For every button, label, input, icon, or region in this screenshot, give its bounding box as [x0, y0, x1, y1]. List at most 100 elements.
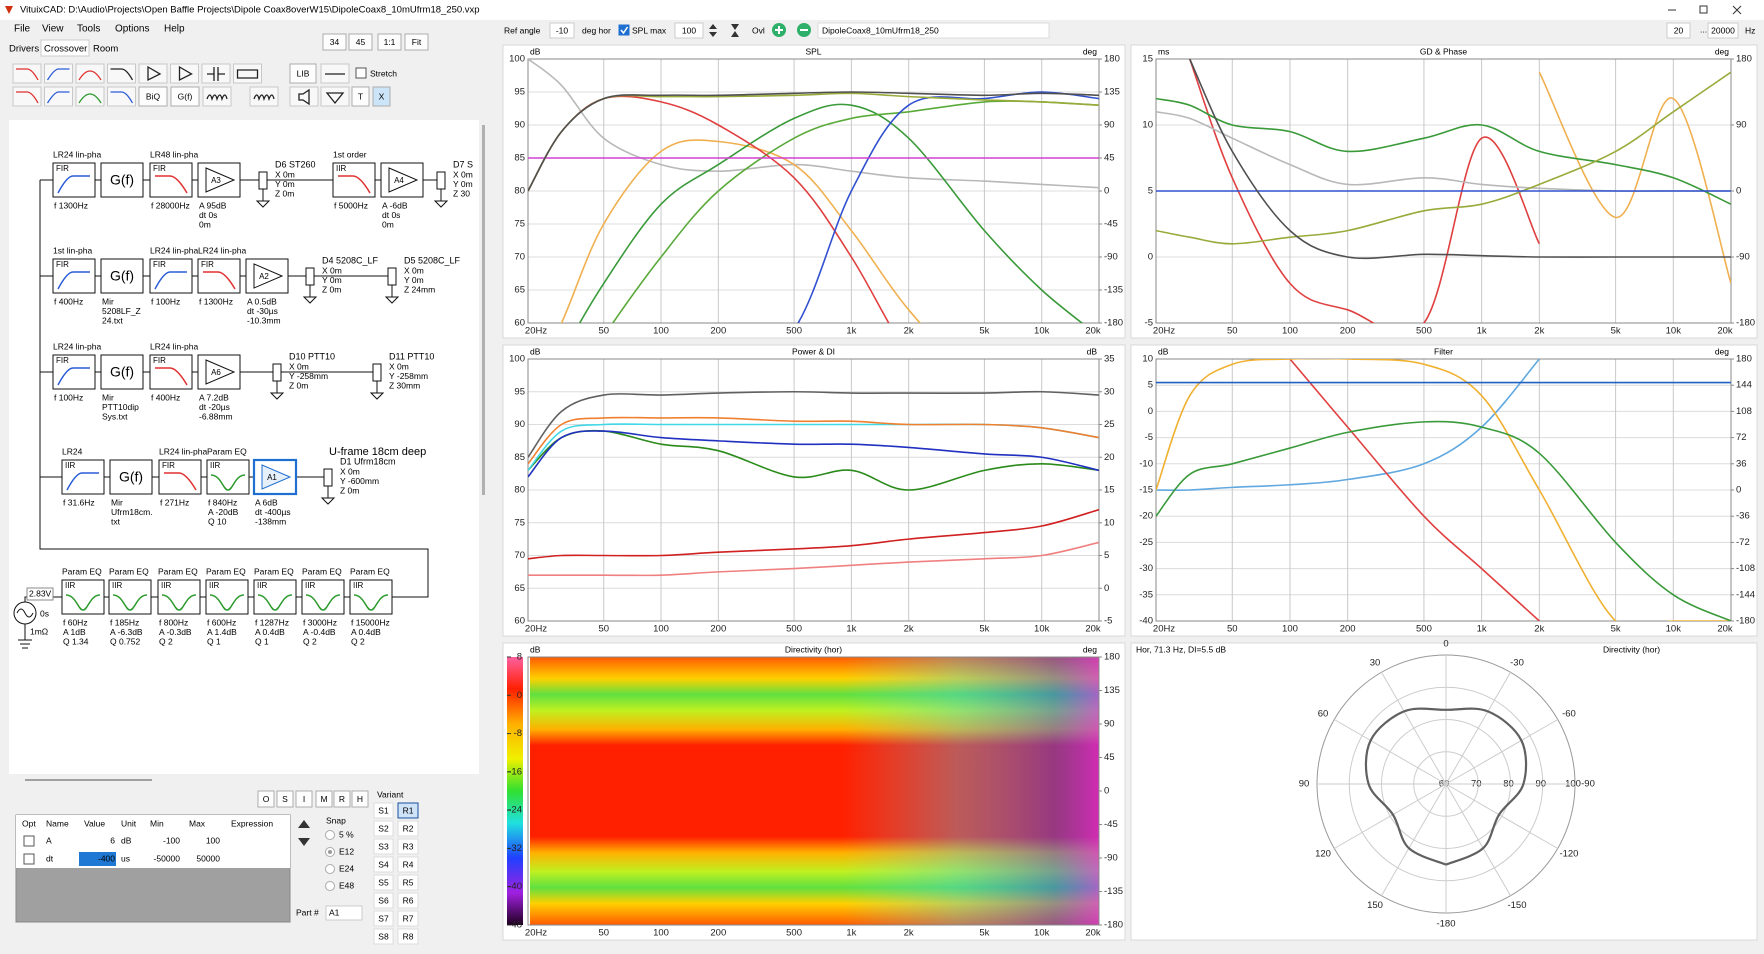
tool-button[interactable]: [320, 86, 350, 107]
tool-button[interactable]: [202, 86, 232, 107]
block[interactable]: [197, 258, 241, 294]
tool-button[interactable]: [289, 86, 319, 107]
block[interactable]: [206, 459, 250, 495]
tool-button[interactable]: [75, 63, 105, 84]
stretch-checkbox[interactable]: [355, 67, 367, 79]
block[interactable]: [332, 162, 376, 198]
block[interactable]: [149, 354, 193, 390]
block[interactable]: [100, 354, 144, 390]
block[interactable]: [349, 579, 393, 615]
t-button[interactable]: [351, 86, 370, 107]
block[interactable]: [149, 162, 193, 198]
param-button[interactable]: [333, 790, 351, 808]
variant-r[interactable]: [397, 910, 419, 927]
biq-button[interactable]: [138, 86, 168, 107]
x-button[interactable]: [372, 86, 391, 107]
block[interactable]: [158, 459, 202, 495]
close[interactable]: [1732, 5, 1742, 15]
restore[interactable]: [1699, 5, 1708, 14]
tool-button[interactable]: [201, 63, 231, 84]
param-button[interactable]: [276, 790, 294, 808]
menu-item[interactable]: View: [42, 24, 64, 35]
menu-item[interactable]: Options: [115, 24, 149, 35]
move-buttons[interactable]: [298, 820, 310, 846]
menu-item[interactable]: File: [14, 24, 31, 35]
tool-button[interactable]: [107, 86, 136, 107]
variant-r[interactable]: [397, 820, 419, 837]
window-controls[interactable]: [1668, 5, 1742, 15]
overlay-file[interactable]: [817, 22, 1050, 39]
variant-s[interactable]: [373, 874, 394, 891]
block[interactable]: [61, 459, 105, 495]
block[interactable]: [205, 579, 249, 615]
param-button[interactable]: [295, 790, 313, 808]
variant-s[interactable]: [373, 838, 394, 855]
tool-button[interactable]: [75, 86, 105, 107]
block[interactable]: [100, 258, 144, 294]
tool-button[interactable]: [249, 86, 279, 107]
snap-radio[interactable]: [325, 881, 335, 891]
part-input[interactable]: [325, 905, 363, 921]
ref-angle-input[interactable]: [549, 22, 575, 39]
param-button[interactable]: [351, 790, 369, 808]
param-button[interactable]: [315, 790, 333, 808]
block[interactable]: [52, 354, 96, 390]
param-button[interactable]: [257, 790, 275, 808]
variant-r[interactable]: [397, 874, 419, 891]
menu-item[interactable]: Tools: [77, 24, 100, 35]
block[interactable]: [157, 579, 201, 615]
driver-symbol[interactable]: [436, 171, 446, 190]
variant-s[interactable]: [373, 928, 394, 945]
zoom-button[interactable]: [404, 33, 429, 51]
spinner[interactable]: [709, 24, 739, 37]
f-min-input[interactable]: [1666, 22, 1691, 39]
opt-checkbox[interactable]: [23, 853, 35, 865]
block[interactable]: [301, 579, 345, 615]
driver-symbol[interactable]: [372, 363, 382, 382]
lib-button[interactable]: [289, 63, 317, 84]
snap-radio[interactable]: [325, 830, 335, 840]
tool-button[interactable]: [44, 86, 73, 107]
scrollbar[interactable]: [482, 125, 485, 495]
zoom-button[interactable]: [322, 33, 347, 51]
variant-r[interactable]: [397, 928, 419, 945]
spl-max-input[interactable]: [674, 22, 704, 39]
schematic-canvas[interactable]: [9, 120, 479, 774]
zoom-button[interactable]: [377, 33, 402, 51]
block[interactable]: [109, 459, 153, 495]
variant-s[interactable]: [373, 802, 394, 819]
variant-r[interactable]: [397, 802, 419, 819]
block[interactable]: [61, 579, 105, 615]
driver-symbol[interactable]: [258, 171, 268, 190]
tool-button[interactable]: [138, 63, 168, 84]
driver-symbol[interactable]: [305, 267, 315, 286]
tool-button[interactable]: [12, 63, 42, 84]
menu-item[interactable]: Help: [164, 24, 185, 35]
variant-r[interactable]: [397, 856, 419, 873]
tool-button[interactable]: [107, 63, 136, 84]
variant-s[interactable]: [373, 820, 394, 837]
block[interactable]: [108, 579, 152, 615]
tool-button[interactable]: [12, 86, 42, 107]
variant-r[interactable]: [397, 892, 419, 909]
driver-symbol[interactable]: [387, 267, 397, 286]
zoom-button[interactable]: [348, 33, 373, 51]
snap-radio[interactable]: [325, 864, 335, 874]
block[interactable]: [52, 258, 96, 294]
block[interactable]: [149, 258, 193, 294]
variant-r[interactable]: [397, 838, 419, 855]
opt-checkbox[interactable]: [23, 835, 35, 847]
block[interactable]: [52, 162, 96, 198]
f-max-input[interactable]: [1707, 22, 1739, 39]
block[interactable]: [100, 162, 144, 198]
tool-button[interactable]: [44, 63, 73, 84]
driver-symbol[interactable]: [272, 363, 282, 382]
variant-s[interactable]: [373, 892, 394, 909]
gf-button[interactable]: [170, 86, 200, 107]
driver-symbol[interactable]: [323, 468, 333, 487]
variant-s[interactable]: [373, 910, 394, 927]
variant-s[interactable]: [373, 856, 394, 873]
spl-max-checkbox[interactable]: [618, 24, 630, 36]
block[interactable]: [253, 579, 297, 615]
tool-button[interactable]: [170, 63, 199, 84]
